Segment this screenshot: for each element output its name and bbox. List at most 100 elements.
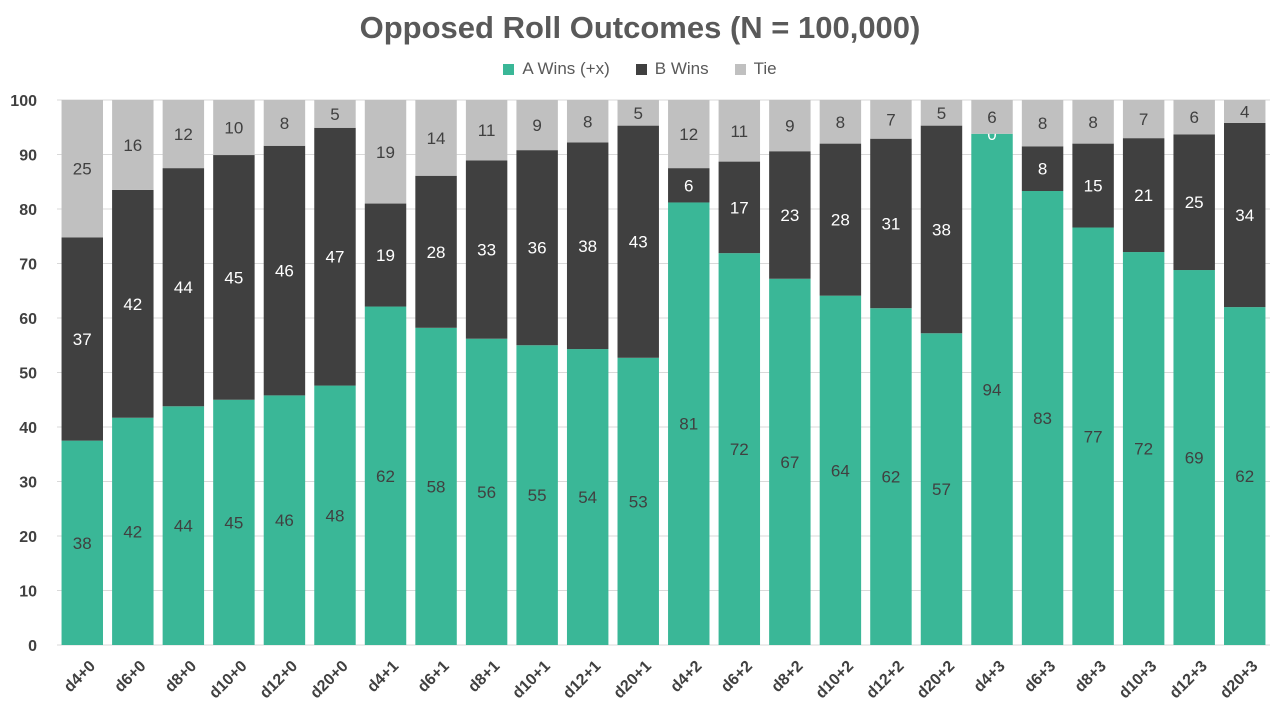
- bar-tie: [1021, 100, 1064, 147]
- bar-tie: [566, 100, 609, 143]
- data-label: 23: [780, 206, 799, 225]
- bar-tie: [415, 100, 457, 176]
- data-label: 56: [477, 483, 496, 502]
- data-label: 8: [1038, 160, 1047, 179]
- bar-b-wins: [1224, 122, 1266, 308]
- data-label: 77: [1084, 427, 1103, 446]
- bar-tie: [1122, 100, 1165, 139]
- bar-tie: [769, 100, 811, 152]
- legend-item-a-wins: A Wins (+x): [503, 59, 610, 79]
- bar-a-wins-x: [1021, 191, 1064, 645]
- data-label: 36: [528, 239, 547, 258]
- data-label: 12: [679, 125, 698, 144]
- bar-b-wins: [1072, 143, 1114, 228]
- x-tick-label: d10+2: [813, 658, 857, 702]
- data-label: 8: [1088, 113, 1097, 132]
- data-label: 11: [730, 122, 748, 141]
- bar-tie: [870, 100, 912, 139]
- bar-a-wins-x: [516, 345, 558, 645]
- data-label: 28: [427, 243, 446, 262]
- legend-item-tie: Tie: [734, 59, 777, 79]
- data-label: 0: [987, 125, 996, 144]
- data-label: 5: [330, 105, 339, 124]
- data-label: 34: [1235, 206, 1254, 225]
- bar-a-wins-x: [112, 417, 154, 645]
- data-label: 83: [1033, 409, 1052, 428]
- data-label: 10: [224, 119, 243, 138]
- data-label: 31: [881, 214, 900, 233]
- data-label: 44: [174, 278, 193, 297]
- data-label: 43: [629, 233, 648, 252]
- x-tick-label: d4+3: [971, 658, 1009, 696]
- bar-b-wins: [920, 125, 963, 334]
- bar-tie: [162, 100, 205, 169]
- bar-b-wins: [1173, 134, 1215, 271]
- data-label: 47: [326, 248, 345, 267]
- bar-a-wins-x: [364, 306, 407, 645]
- data-label: 67: [780, 453, 799, 472]
- legend-swatch-a-wins: [503, 63, 515, 75]
- y-tick-label: 20: [19, 529, 37, 546]
- bar-a-wins-x: [465, 338, 508, 645]
- data-label: 15: [1084, 177, 1103, 196]
- data-label: 48: [326, 506, 345, 525]
- bar-b-wins: [162, 168, 205, 407]
- bar-a-wins-x: [61, 440, 103, 645]
- data-label: 38: [73, 534, 92, 553]
- x-tick-label: d8+2: [768, 658, 806, 696]
- bar-tie: [112, 100, 154, 190]
- bar-b-wins: [61, 237, 103, 441]
- bar-a-wins-x: [1072, 227, 1114, 645]
- bar-tie: [971, 100, 1013, 134]
- bar-a-wins-x: [314, 385, 356, 645]
- bar-b-wins: [364, 203, 407, 307]
- data-label: 19: [376, 143, 395, 162]
- x-tick-label: d6+3: [1021, 658, 1059, 696]
- data-label: 7: [886, 110, 895, 129]
- bar-tie: [1072, 100, 1114, 144]
- data-label: 5: [937, 104, 946, 123]
- data-label: 16: [123, 136, 142, 155]
- data-label: 14: [427, 129, 446, 148]
- data-label: 6: [987, 108, 996, 127]
- x-tick-label: d12+0: [257, 658, 301, 702]
- data-label: 6: [1189, 108, 1198, 127]
- y-tick-label: 0: [28, 638, 37, 655]
- legend-swatch-tie: [734, 63, 746, 75]
- bar-b-wins: [465, 160, 508, 339]
- bar-a-wins-x: [263, 395, 306, 645]
- bar-b-wins: [516, 150, 558, 346]
- x-tick-label: d8+0: [162, 658, 200, 696]
- data-label: 8: [280, 114, 289, 133]
- data-label: 38: [932, 220, 951, 239]
- data-label: 4: [1240, 102, 1249, 121]
- bar-a-wins-x: [769, 278, 811, 645]
- bar-tie: [465, 100, 508, 161]
- bar-tie: [516, 100, 558, 151]
- data-label: 6: [684, 176, 693, 195]
- bar-b-wins: [1021, 146, 1064, 192]
- data-label: 25: [1185, 193, 1204, 212]
- data-label: 81: [679, 415, 698, 434]
- data-label: 53: [629, 492, 648, 511]
- data-label: 62: [1235, 467, 1254, 486]
- x-tick-label: d8+3: [1072, 658, 1110, 696]
- x-tick-label: d12+3: [1167, 658, 1211, 702]
- bar-a-wins-x: [213, 399, 255, 645]
- data-label: 8: [836, 113, 845, 132]
- x-tick-label: d8+1: [465, 658, 503, 696]
- bar-tie: [1173, 100, 1215, 135]
- data-label: 21: [1134, 186, 1153, 205]
- bar-b-wins: [819, 143, 862, 296]
- data-label: 37: [73, 330, 92, 349]
- legend-swatch-b-wins: [635, 63, 647, 75]
- legend-label-b-wins: B Wins: [654, 59, 709, 78]
- bar-b-wins: [213, 155, 255, 400]
- bar-a-wins-x: [1224, 307, 1266, 645]
- data-label: 45: [224, 268, 243, 287]
- x-tick-label: d10+1: [509, 658, 553, 702]
- data-label: 9: [532, 116, 541, 135]
- bar-b-wins: [263, 145, 306, 396]
- data-label: 94: [983, 380, 1002, 399]
- bar-a-wins-x: [1173, 270, 1215, 645]
